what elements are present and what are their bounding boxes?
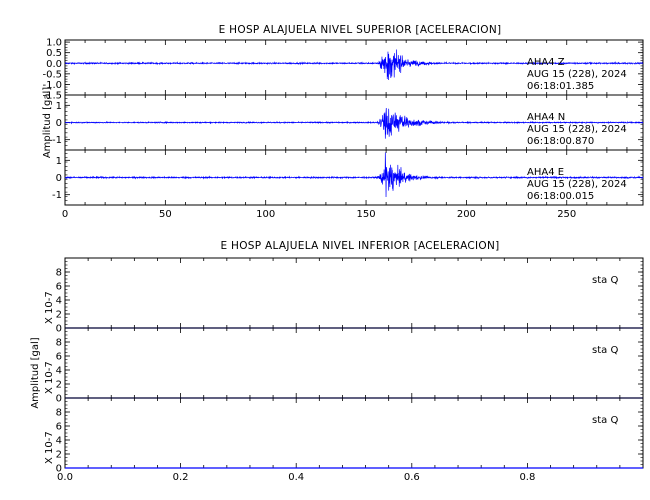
y-tick-label: -1 <box>52 190 62 201</box>
subplot-frame <box>64 397 644 469</box>
time-label: 06:18:00.015 <box>527 191 594 202</box>
waveform-trace <box>64 107 644 139</box>
waveform-trace <box>64 152 644 197</box>
y-tick-label: 6 <box>56 282 62 293</box>
subplot-q1: 0 2 4 6 8 sta Q X 10-7 <box>44 257 644 335</box>
y-tick-label: 4 <box>56 296 62 307</box>
y-tick-label: 1 <box>56 156 62 167</box>
station-label: AHA4 E <box>527 167 564 178</box>
x-tick-label: 0.6 <box>404 472 420 483</box>
y-tick-label: -0.5 <box>42 69 62 80</box>
y-axis-label: Amplitud [gal] <box>42 87 53 158</box>
y-tick-label: 0 <box>56 118 62 129</box>
x-tick-label: 50 <box>159 209 172 220</box>
y-tick-label: 0 <box>56 173 62 184</box>
station-label: sta Q <box>592 275 618 286</box>
scale-factor-label: X 10-7 <box>44 431 55 464</box>
time-label: 06:18:01.385 <box>527 81 594 92</box>
date-label: AUG 15 (228), 2024 <box>527 179 627 190</box>
scale-factor-label: X 10-7 <box>44 291 55 324</box>
y-tick-label: -1.0 <box>42 80 62 91</box>
x-tick-label: 200 <box>457 209 476 220</box>
y-tick-label: 4 <box>56 436 62 447</box>
time-label: 06:18:00.870 <box>527 136 594 147</box>
x-tick-label: 250 <box>557 209 576 220</box>
subplot-q2: 0 2 4 6 8 sta Q X 10-7 <box>44 327 644 405</box>
y-tick-label: 0 <box>56 464 62 475</box>
station-label: sta Q <box>592 415 618 426</box>
waveform-trace <box>64 49 644 80</box>
y-tick-label: -1 <box>52 135 62 146</box>
y-tick-label: 1 <box>56 101 62 112</box>
y-axis-label: Amplitud [gal] <box>30 337 41 408</box>
upper-panel-title: E HOSP ALAJUELA NIVEL SUPERIOR [ACELERAC… <box>219 24 502 36</box>
subplot-frame <box>64 327 644 399</box>
y-tick-label: 8 <box>56 338 62 349</box>
y-tick-label: 4 <box>56 366 62 377</box>
y-tick-label: 2 <box>56 380 62 391</box>
station-label: AHA4 Z <box>527 57 565 68</box>
y-tick-label: 1.0 <box>46 38 62 49</box>
y-tick-label: 2 <box>56 450 62 461</box>
x-tick-label: 0.8 <box>519 472 535 483</box>
y-tick-label: 0.5 <box>46 48 62 59</box>
y-tick-label: -1.5 <box>42 91 62 102</box>
y-tick-label: 2 <box>56 310 62 321</box>
date-label: AUG 15 (228), 2024 <box>527 69 627 80</box>
y-tick-label: 6 <box>56 352 62 363</box>
x-tick-label: 0.2 <box>173 472 189 483</box>
lower-panel-title: E HOSP ALAJUELA NIVEL INFERIOR [ACELERAC… <box>220 240 499 252</box>
x-tick-label: 100 <box>256 209 275 220</box>
y-tick-label: 0 <box>56 394 62 405</box>
y-tick-label: 0 <box>56 324 62 335</box>
y-tick-label: 8 <box>56 268 62 279</box>
y-tick-label: 6 <box>56 422 62 433</box>
y-tick-label: 0.0 <box>46 59 62 70</box>
x-tick-label: 0 <box>62 209 68 220</box>
station-label: sta Q <box>592 345 618 356</box>
date-label: AUG 15 (228), 2024 <box>527 124 627 135</box>
y-tick-label: 8 <box>56 408 62 419</box>
x-tick-label: 0.0 <box>57 472 73 483</box>
x-tick-label: 150 <box>356 209 375 220</box>
subplot-frame <box>64 257 644 329</box>
station-label: AHA4 N <box>527 112 565 123</box>
scale-factor-label: X 10-7 <box>44 361 55 394</box>
x-tick-label: 0.4 <box>288 472 304 483</box>
subplot-q3: 0 2 4 6 8 sta Q X 10-7 <box>44 397 644 475</box>
